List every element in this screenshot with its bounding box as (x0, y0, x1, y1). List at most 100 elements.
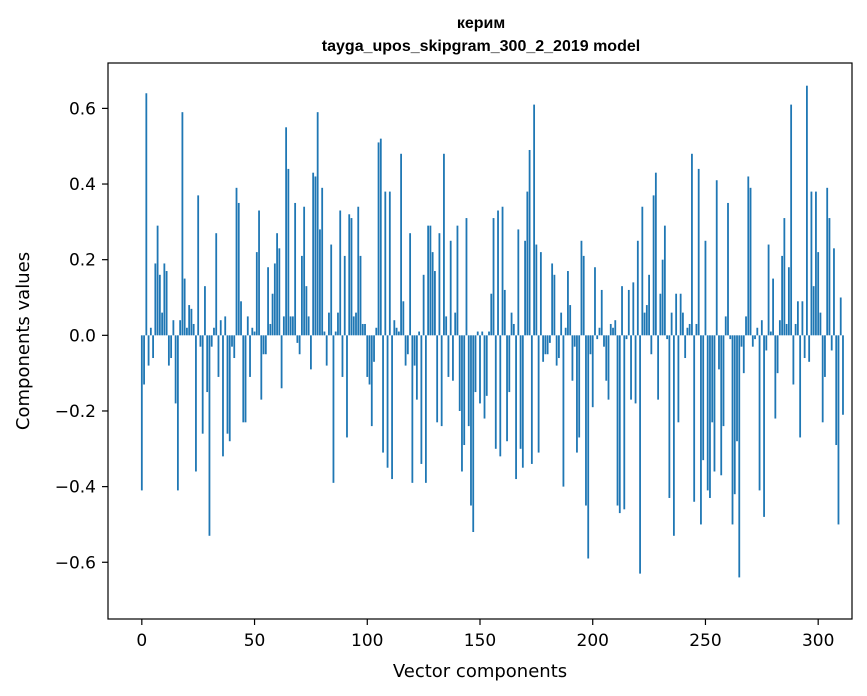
bar-286 (785, 323, 788, 336)
bar-276 (763, 335, 765, 517)
bar-49 (251, 327, 254, 336)
bar-77 (314, 176, 317, 336)
bar-175 (535, 244, 538, 336)
bar-81 (323, 331, 326, 336)
bar-219 (634, 335, 637, 404)
bar-148 (474, 335, 477, 393)
bar-26 (199, 335, 202, 347)
bar-205 (603, 335, 605, 347)
bar-11 (165, 271, 168, 336)
bar-291 (796, 301, 799, 336)
bar-298 (812, 286, 815, 336)
bar-273 (756, 327, 759, 336)
bar-248 (700, 335, 702, 525)
bar-74 (307, 316, 310, 336)
y-tick-label: 0.6 (69, 99, 96, 119)
bar-82 (325, 335, 328, 366)
bar-237 (675, 293, 678, 336)
bar-187 (562, 335, 565, 487)
bar-194 (578, 335, 581, 438)
bar-56 (267, 267, 269, 336)
bar-143 (463, 335, 466, 446)
bar-153 (485, 335, 488, 396)
bar-111 (391, 335, 393, 480)
bar-88 (339, 210, 342, 336)
bar-44 (240, 301, 242, 336)
bar-225 (648, 274, 650, 336)
bar-246 (695, 323, 698, 336)
bar-158 (497, 210, 499, 336)
bar-231 (661, 259, 664, 336)
bar-166 (515, 335, 517, 480)
bar-96 (357, 206, 360, 336)
bar-177 (539, 252, 542, 336)
bar-108 (384, 191, 387, 336)
bar-157 (494, 335, 497, 449)
bar-154 (488, 331, 490, 336)
bar-236 (672, 335, 675, 536)
bar-76 (312, 172, 315, 336)
bar-191 (571, 335, 574, 381)
bar-179 (544, 335, 547, 355)
bar-193 (576, 335, 578, 453)
bar-287 (787, 267, 790, 336)
bar-235 (670, 312, 673, 336)
bar-22 (190, 308, 193, 336)
bar-61 (278, 248, 281, 336)
bar-180 (546, 335, 549, 355)
bar-97 (359, 255, 362, 336)
bar-3 (147, 335, 150, 366)
bar-230 (659, 293, 662, 336)
chart-title-line-1: керим (457, 15, 505, 32)
bar-109 (386, 335, 389, 468)
bar-293 (801, 301, 804, 336)
bar-311 (842, 335, 844, 415)
bar-257 (720, 335, 723, 476)
bar-28 (204, 286, 206, 336)
bar-296 (808, 335, 811, 362)
bar-138 (452, 335, 454, 381)
bar-304 (826, 187, 829, 336)
bar-272 (754, 335, 756, 340)
bar-20 (186, 327, 188, 336)
bar-103 (373, 335, 375, 362)
bar-50 (253, 331, 256, 336)
bar-239 (679, 293, 682, 336)
bar-183 (553, 274, 556, 336)
bar-171 (526, 191, 529, 336)
bar-13 (170, 335, 173, 359)
bar-67 (291, 316, 294, 336)
bar-165 (512, 323, 515, 336)
bar-146 (470, 335, 472, 506)
bar-93 (350, 218, 353, 336)
x-tick-label: 300 (802, 631, 834, 651)
bar-30 (208, 335, 211, 536)
bar-89 (341, 335, 344, 377)
bar-142 (461, 335, 463, 472)
bar-233 (666, 335, 669, 340)
bar-310 (839, 297, 842, 336)
bar-79 (319, 229, 321, 336)
bar-46 (244, 335, 247, 423)
bar-129 (431, 252, 434, 336)
bar-38 (226, 335, 229, 434)
bar-91 (346, 335, 348, 438)
bar-134 (443, 153, 445, 336)
bar-201 (594, 267, 596, 336)
bar-252 (709, 335, 711, 498)
bar-41 (233, 335, 236, 359)
bar-295 (806, 85, 808, 336)
bar-279 (769, 331, 772, 336)
bar-214 (623, 335, 626, 510)
y-axis-label: Components values (13, 252, 34, 430)
bar-21 (188, 305, 191, 336)
bar-202 (596, 335, 599, 340)
bar-92 (348, 214, 351, 336)
bar-0 (140, 335, 143, 491)
bar-75 (310, 335, 312, 370)
bar-170 (524, 240, 526, 336)
bar-155 (490, 293, 493, 336)
bar-224 (645, 305, 648, 336)
bar-9 (161, 312, 164, 336)
bar-192 (573, 335, 576, 347)
